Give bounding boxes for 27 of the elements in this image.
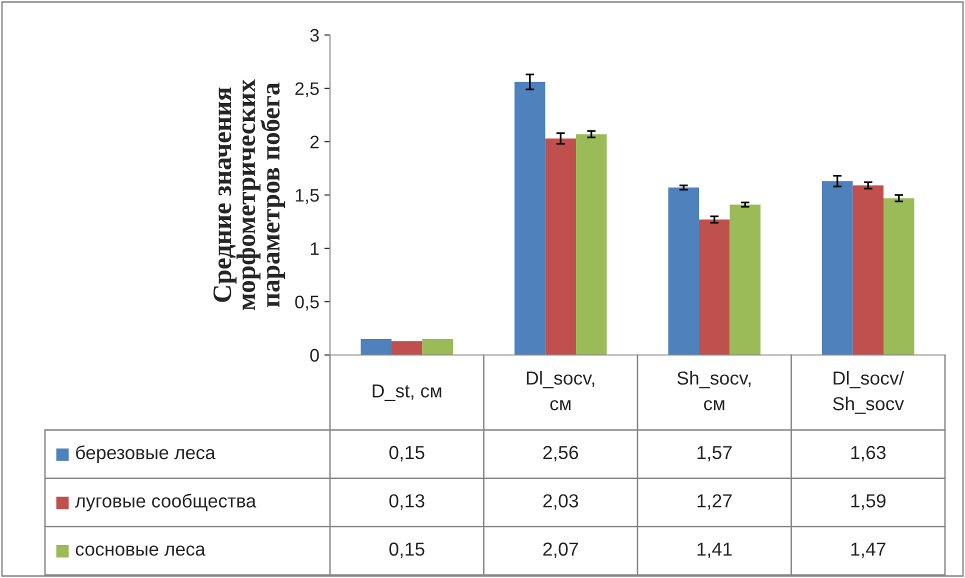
data-label: 2,07 xyxy=(543,542,578,558)
data-label: 0,13 xyxy=(389,494,424,510)
data-label: 0,15 xyxy=(389,446,424,462)
data-label: 1,27 xyxy=(698,494,732,510)
data-label: 2,56 xyxy=(543,446,578,462)
data-label: 1,41 xyxy=(698,542,732,558)
y-tick-label: 1 xyxy=(310,242,319,255)
y-tick-label: 2 xyxy=(310,136,319,148)
data-label: 1,59 xyxy=(851,494,886,510)
y-axis-title: Средние значения морфометрических параметров побега xyxy=(213,79,285,310)
y-tick-label: 0 xyxy=(310,348,319,362)
data-label: 1,47 xyxy=(851,542,886,558)
legend-label: сосновые леса xyxy=(76,546,206,556)
data-label: 1,57 xyxy=(698,446,732,462)
x-tick-label: D_st, см xyxy=(372,384,442,402)
y-tick-label: 3 xyxy=(310,28,319,42)
x-tick-label: Dl_socv, см xyxy=(526,370,594,410)
x-tick-label: Sh_socv, см xyxy=(677,370,751,410)
legend-label: луговые сообщества xyxy=(75,494,256,512)
y-tick-label: 1,5 xyxy=(296,189,319,204)
data-label: 1,63 xyxy=(851,446,886,462)
data-label: 2,03 xyxy=(543,494,578,510)
legend-label: березовые леса xyxy=(76,445,216,463)
y-tick-label: 2,5 xyxy=(295,82,319,98)
y-tick-label: 0,5 xyxy=(295,296,319,311)
x-tick-label: Dl_socv/ Sh_socv xyxy=(833,370,904,414)
data-label: 0,15 xyxy=(389,542,424,558)
